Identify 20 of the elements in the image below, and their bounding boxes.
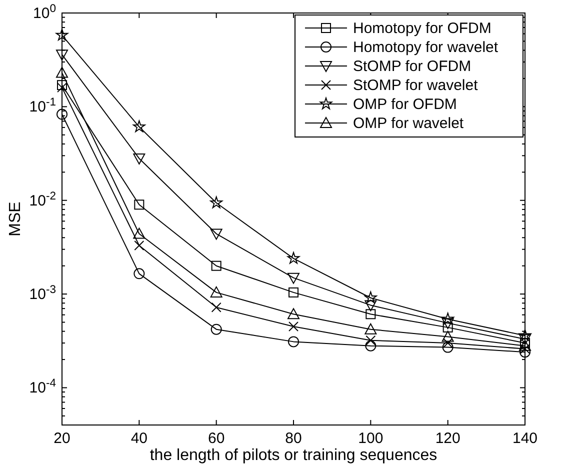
legend-label: OMP for OFDM [353,96,457,113]
y-tick-label: 10$^{-4}$ [29,378,56,397]
x-tick-label: 120 [435,430,460,447]
y-tick-label: 10$^{-1}$ [29,96,56,116]
legend-label: OMP for wavelet [353,115,464,132]
y-tick-label: 10$^{0}$ [33,3,56,22]
legend-label: Homotopy for wavelet [353,39,499,56]
x-tick-label: 80 [285,430,302,447]
y-axis-title: MSE [7,202,24,236]
x-tick-label: 20 [54,430,70,447]
y-tick-label: 10$^{-3}$ [29,284,56,304]
legend-label: StOMP for OFDM [353,58,472,75]
legend-label: Homotopy for OFDM [353,20,492,37]
x-tick-label: 100 [358,430,384,447]
x-axis-title: the length of pilots or training sequences [150,447,438,464]
legend-label: StOMP for wavelet [353,77,479,94]
y-tick-label: 10$^{-2}$ [29,190,56,210]
x-tick-label: 40 [130,430,148,447]
x-tick-label: 60 [208,430,225,447]
x-tick-label: 140 [512,430,538,447]
